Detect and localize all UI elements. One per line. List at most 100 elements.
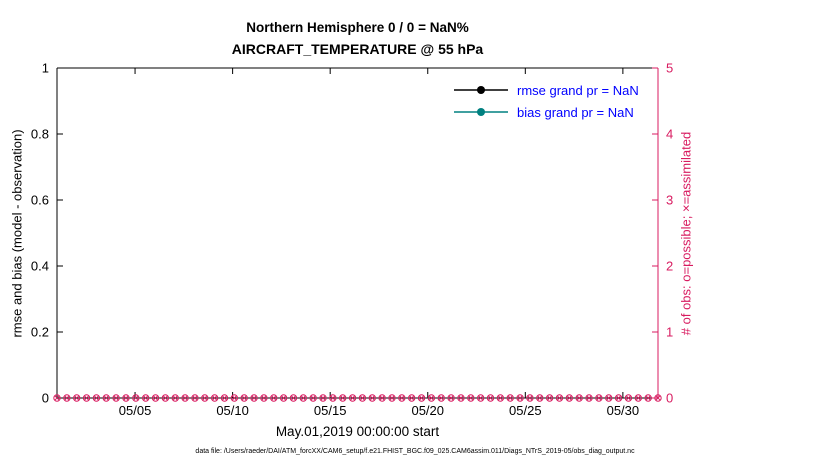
possible-obs-marker xyxy=(417,394,426,402)
assimilated-obs-marker xyxy=(330,395,336,401)
legend-label-rmse: rmse grand pr = NaN xyxy=(517,82,639,98)
data-file-caption: data file: /Users/raeder/DAI/ATM_forcXX/… xyxy=(195,448,635,455)
x-tick-label: 05/25 xyxy=(509,403,542,418)
legend: rmse grand pr = NaN bias grand pr = NaN xyxy=(452,79,639,123)
assimilated-obs-marker xyxy=(586,395,592,401)
possible-obs-marker xyxy=(201,394,209,402)
assimilated-obs-marker xyxy=(566,395,572,401)
assimilated-obs-marker xyxy=(616,395,622,401)
possible-obs-marker xyxy=(141,394,150,402)
possible-obs-marker xyxy=(575,394,583,402)
legend-label-bias: bias grand pr = NaN xyxy=(517,104,634,120)
possible-obs-marker xyxy=(398,394,406,402)
assimilated-obs-marker xyxy=(172,395,178,401)
assimilated-obs-marker xyxy=(192,395,198,401)
plot-title-line1: Northern Hemisphere 0 / 0 = NaN% xyxy=(246,20,469,35)
assimilated-obs-marker xyxy=(103,395,109,401)
assimilated-obs-marker xyxy=(320,395,326,401)
assimilated-obs-marker xyxy=(478,395,484,401)
assimilated-obs-marker xyxy=(359,395,365,401)
right-y-tick-label: 2 xyxy=(666,259,673,274)
assimilated-obs-marker xyxy=(54,395,60,401)
possible-obs-marker xyxy=(240,394,248,402)
possible-obs-marker xyxy=(299,394,308,402)
assimilated-obs-marker xyxy=(389,395,395,401)
assimilated-obs-marker xyxy=(182,395,188,401)
possible-obs-marker xyxy=(279,394,288,402)
possible-obs-marker xyxy=(73,394,81,402)
possible-obs-marker xyxy=(437,394,445,402)
possible-obs-marker xyxy=(171,394,179,402)
possible-obs-marker xyxy=(407,394,416,402)
x-tick-label: 05/20 xyxy=(411,403,444,418)
possible-obs-marker xyxy=(565,394,574,402)
x-tick-label: 05/05 xyxy=(119,403,152,418)
right-y-tick-label: 1 xyxy=(666,325,673,340)
assimilated-obs-marker xyxy=(606,395,612,401)
possible-obs-marker xyxy=(230,394,239,402)
assimilated-obs-marker xyxy=(635,395,641,401)
possible-obs-marker xyxy=(92,394,101,402)
possible-obs-marker xyxy=(605,394,613,402)
assimilated-obs-marker xyxy=(487,395,494,401)
left-y-tick-label: 0.8 xyxy=(31,127,49,142)
left-y-tick-label: 0.2 xyxy=(31,325,49,340)
possible-obs-marker xyxy=(654,394,662,402)
possible-obs-marker xyxy=(63,394,71,402)
possible-obs-marker xyxy=(210,394,219,402)
possible-obs-marker xyxy=(644,394,652,402)
assimilated-obs-marker xyxy=(576,395,582,401)
possible-obs-marker xyxy=(624,394,633,402)
possible-obs-marker xyxy=(191,394,199,402)
possible-obs-marker xyxy=(427,394,436,402)
possible-obs-marker xyxy=(614,394,623,402)
assimilated-obs-marker xyxy=(655,395,661,401)
assimilated-obs-marker xyxy=(379,395,385,401)
possible-obs-marker xyxy=(319,394,327,402)
right-y-tick-label: 5 xyxy=(666,61,673,76)
assimilated-obs-marker xyxy=(507,395,513,401)
assimilated-obs-marker xyxy=(251,395,257,401)
possible-obs-marker xyxy=(151,394,160,402)
possible-obs-marker xyxy=(122,394,130,402)
x-tick-label: 05/15 xyxy=(314,403,347,418)
assimilated-obs-marker xyxy=(468,395,474,401)
assimilated-obs-marker xyxy=(113,395,119,401)
possible-obs-marker xyxy=(447,394,455,402)
possible-obs-marker xyxy=(102,394,110,402)
assimilated-obs-marker xyxy=(261,395,267,401)
x-tick-label: 05/30 xyxy=(607,403,640,418)
assimilated-obs-marker xyxy=(438,395,444,401)
assimilated-obs-marker xyxy=(537,395,543,401)
possible-obs-marker xyxy=(634,394,642,402)
assimilated-obs-marker xyxy=(93,395,99,401)
possible-obs-marker xyxy=(595,394,603,402)
possible-obs-marker xyxy=(526,394,534,402)
rmse-legend-marker-icon xyxy=(454,86,508,94)
possible-obs-marker xyxy=(388,394,396,402)
assimilated-obs-marker xyxy=(162,395,168,401)
assimilated-obs-marker xyxy=(300,395,306,401)
possible-obs-marker xyxy=(496,394,505,402)
assimilated-obs-marker xyxy=(527,395,533,401)
possible-obs-marker xyxy=(476,394,485,402)
assimilated-obs-marker xyxy=(212,395,218,401)
possible-obs-marker xyxy=(486,394,495,402)
assimilated-obs-marker xyxy=(143,395,149,401)
assimilated-obs-marker xyxy=(497,395,503,401)
plot-title-line2: AIRCRAFT_TEMPERATURE @ 55 hPa xyxy=(231,41,484,57)
assimilated-obs-marker xyxy=(556,395,563,401)
possible-obs-marker xyxy=(181,394,189,402)
possible-obs-marker xyxy=(555,394,564,402)
left-y-tick-label: 0 xyxy=(42,391,49,406)
assimilated-obs-marker xyxy=(152,395,159,401)
possible-obs-marker xyxy=(516,394,524,402)
possible-obs-marker xyxy=(457,394,465,402)
assimilated-obs-marker xyxy=(399,395,405,401)
possible-obs-marker xyxy=(161,394,170,402)
possible-obs-marker xyxy=(348,394,357,402)
possible-obs-marker xyxy=(220,394,229,402)
assimilated-obs-marker xyxy=(547,395,553,401)
